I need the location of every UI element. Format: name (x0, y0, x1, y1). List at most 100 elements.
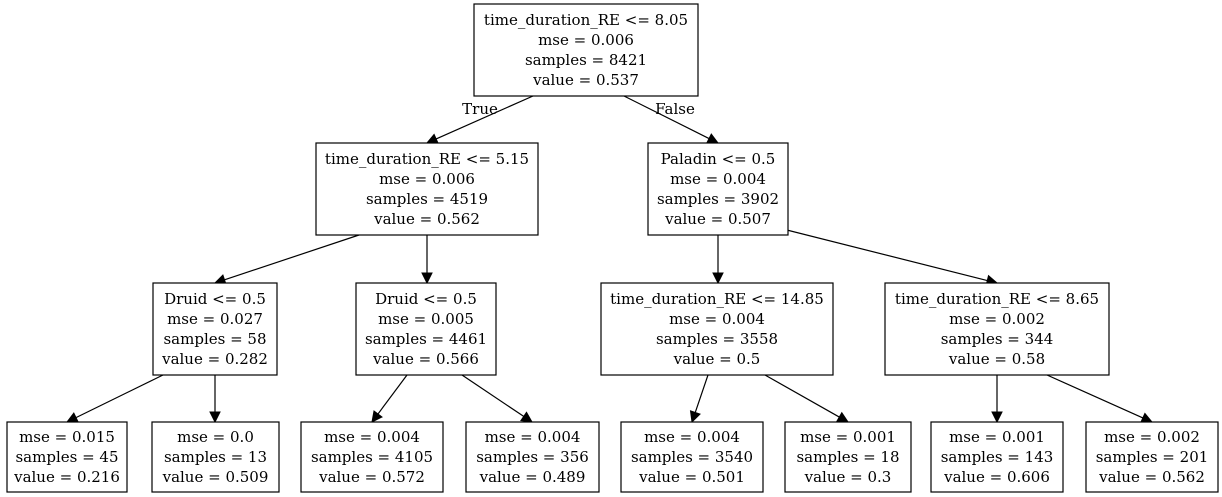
edge-n1-n4 (421, 235, 433, 285)
arrowhead-icon (835, 411, 849, 423)
node-line: mse = 0.006 (538, 31, 634, 49)
node-line: samples = 3540 (631, 448, 753, 466)
node-box (6, 421, 128, 493)
node-line: mse = 0.004 (644, 428, 740, 446)
tree-node-n8: mse = 0.0 samples = 13 value = 0.509 (151, 421, 280, 493)
node-box (784, 421, 912, 493)
node-line: mse = 0.004 (485, 428, 581, 446)
tree-node-n1: time_duration_RE <= 5.15 mse = 0.006 sampl… (315, 142, 539, 236)
node-line: samples = 13 (164, 448, 267, 466)
node-line: value = 0.3 (804, 468, 892, 486)
arrowhead-icon (1140, 412, 1154, 424)
node-line: time_duration_RE <= 5.15 (325, 150, 529, 168)
node-box (315, 142, 539, 236)
node-line: samples = 58 (163, 330, 266, 348)
arrowhead-icon (209, 411, 221, 424)
node-line: samples = 4105 (311, 448, 433, 466)
node-box (600, 282, 834, 376)
edge-label-true: True (462, 100, 498, 118)
edge-n2-n6 (762, 223, 999, 287)
node-line: mse = 0.027 (167, 310, 263, 328)
node-line: Druid <= 0.5 (375, 290, 477, 308)
node-line: mse = 0.004 (669, 310, 765, 328)
edge-line (694, 374, 709, 413)
tree-node-n11: mse = 0.004 samples = 3540 value = 0.501 (620, 421, 764, 493)
node-line: mse = 0.002 (949, 310, 1045, 328)
edge-n2-n5 (712, 235, 724, 285)
node-box (473, 3, 699, 97)
edge-n5-n11 (689, 374, 709, 424)
node-line: mse = 0.002 (1104, 428, 1200, 446)
tree-node-n3: Druid <= 0.5 mse = 0.027 samples = 58 value… (152, 282, 278, 376)
node-line: time_duration_RE <= 14.85 (610, 290, 824, 308)
edge-line (75, 374, 164, 419)
node-line: value = 0.572 (318, 468, 425, 486)
tree-node-n5: time_duration_RE <= 14.85 mse = 0.004 samp… (600, 282, 834, 376)
node-box (300, 421, 444, 493)
node-line: Paladin <= 0.5 (661, 150, 776, 168)
node-line: Druid <= 0.5 (164, 290, 266, 308)
node-line: value = 0.282 (161, 350, 268, 368)
node-line: mse = 0.0 (177, 428, 254, 446)
node-line: samples = 45 (15, 448, 118, 466)
edge-line (1046, 374, 1144, 419)
edge-line (623, 95, 710, 140)
node-line: samples = 3558 (656, 330, 778, 348)
node-box (465, 421, 600, 493)
node-line: time_duration_RE <= 8.65 (895, 290, 1099, 308)
node-line: mse = 0.001 (949, 428, 1045, 446)
arrowhead-icon (712, 272, 724, 285)
node-line: mse = 0.005 (378, 310, 474, 328)
node-line: time_duration_RE <= 8.05 (484, 11, 688, 29)
tree-node-n6: time_duration_RE <= 8.65 mse = 0.002 sampl… (884, 282, 1110, 376)
node-box (1085, 421, 1219, 493)
tree-node-n2: Paladin <= 0.5 mse = 0.004 samples = 3902 v… (647, 142, 789, 236)
node-line: value = 0.562 (373, 210, 480, 228)
node-line: value = 0.509 (162, 468, 269, 486)
edge-n6-n13 (991, 375, 1003, 424)
arrowhead-icon (520, 411, 533, 423)
node-box (151, 421, 280, 493)
tree-node-n10: mse = 0.004 samples = 356 value = 0.489 (465, 421, 600, 493)
edge-n0-n2: False (623, 95, 720, 144)
tree-node-n12: mse = 0.001 samples = 18 value = 0.3 (784, 421, 912, 493)
arrowhead-icon (689, 410, 701, 424)
arrowhead-icon (65, 412, 80, 423)
node-line: value = 0.58 (948, 350, 1045, 368)
tree-node-n4: Druid <= 0.5 mse = 0.005 samples = 4461 val… (355, 282, 497, 376)
node-line: value = 0.507 (664, 210, 771, 228)
tree-node-n13: mse = 0.001 samples = 143 value = 0.606 (930, 421, 1064, 493)
node-line: mse = 0.004 (670, 170, 766, 188)
edge-n5-n12 (764, 374, 849, 423)
node-box (355, 282, 497, 376)
node-line: value = 0.537 (532, 71, 639, 89)
node-line: mse = 0.015 (19, 428, 115, 446)
node-line: samples = 344 (941, 330, 1054, 348)
edge-line (764, 374, 840, 418)
node-line: value = 0.489 (479, 468, 586, 486)
nodes-layer: time_duration_RE <= 8.05 mse = 0.006 sampl… (6, 3, 1219, 493)
node-line: samples = 3902 (657, 190, 779, 208)
edge-n4-n9 (371, 374, 408, 423)
node-line: value = 0.566 (372, 350, 479, 368)
node-line: value = 0.501 (638, 468, 745, 486)
node-line: value = 0.562 (1098, 468, 1205, 486)
node-line: mse = 0.001 (800, 428, 896, 446)
tree-node-n7: mse = 0.015 samples = 45 value = 0.216 (6, 421, 128, 493)
node-box (884, 282, 1110, 376)
node-line: samples = 18 (796, 448, 899, 466)
arrowhead-icon (371, 410, 383, 423)
edge-line (435, 95, 534, 140)
node-line: samples = 4519 (366, 190, 488, 208)
node-box (647, 142, 789, 236)
node-box (152, 282, 278, 376)
node-line: samples = 356 (476, 448, 589, 466)
node-line: value = 0.216 (13, 468, 120, 486)
node-line: value = 0.606 (943, 468, 1050, 486)
tree-node-n0: time_duration_RE <= 8.05 mse = 0.006 sampl… (473, 3, 699, 97)
arrowhead-icon (421, 272, 433, 285)
tree-node-n9: mse = 0.004 samples = 4105 value = 0.572 (300, 421, 444, 493)
edge-line (377, 374, 408, 415)
edge-n3-n7 (65, 374, 164, 423)
